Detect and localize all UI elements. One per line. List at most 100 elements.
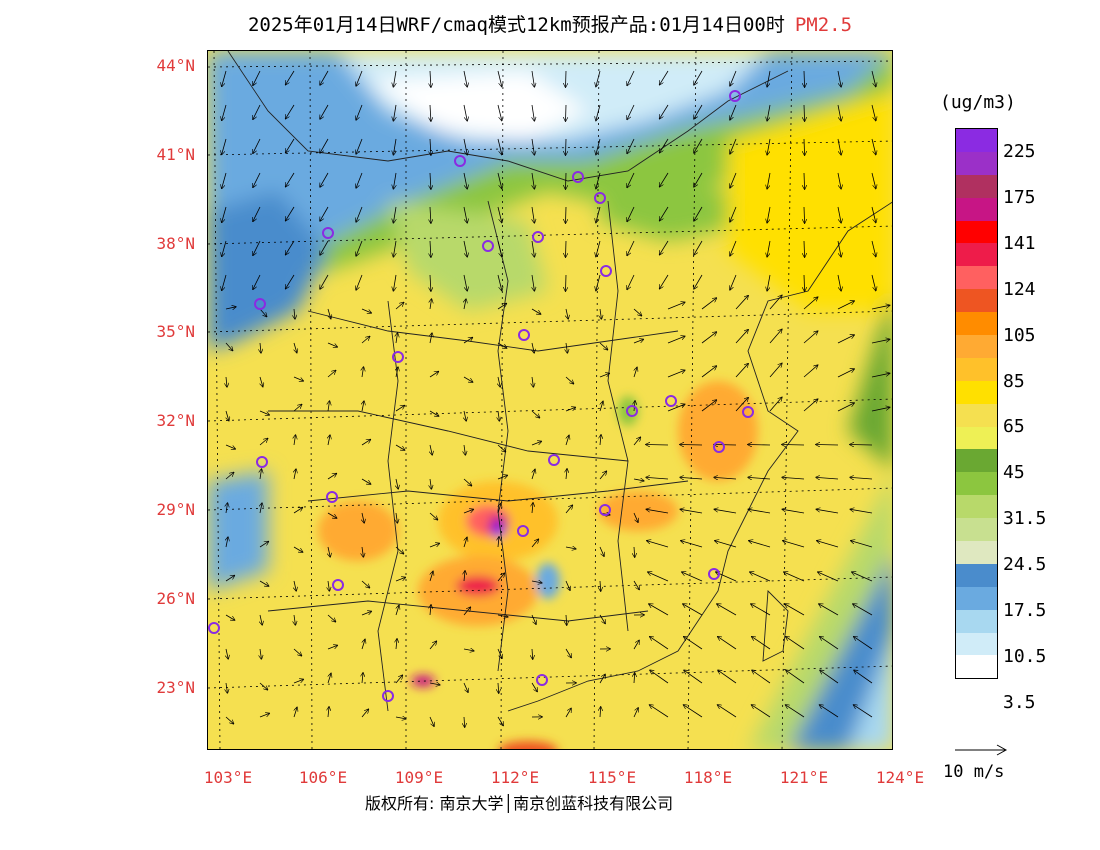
wind-arrow	[701, 332, 716, 344]
wind-arrow	[667, 336, 685, 344]
wind-arrow	[804, 104, 805, 121]
wind-arrow	[680, 445, 703, 446]
wind-arrow	[633, 580, 639, 590]
wind-arrow	[837, 240, 841, 257]
wind-arrow	[803, 331, 818, 344]
wind-arrow	[532, 470, 535, 480]
wind-arrow	[750, 572, 771, 582]
wind-arrow	[684, 705, 703, 718]
colorbar-label: 141	[1003, 233, 1036, 254]
wind-arrow	[327, 614, 336, 622]
wind-arrow	[767, 172, 771, 189]
lon-label-124: 124°E	[875, 768, 925, 787]
wind-arrow	[259, 580, 269, 586]
wind-arrow	[531, 441, 541, 446]
wind-arrow	[660, 172, 669, 187]
wind-arrow	[749, 541, 771, 548]
wind-arrow	[769, 363, 782, 378]
wind-arrow	[667, 370, 685, 378]
wind-arrow	[532, 240, 534, 257]
wind-arrow	[684, 670, 703, 684]
wind-arrow	[320, 240, 329, 255]
wind-arrow	[627, 104, 635, 119]
wind-arrow	[362, 640, 365, 650]
wind-arrow	[660, 206, 669, 221]
wind-arrow	[328, 546, 330, 557]
wind-arrow	[395, 717, 406, 719]
wind-arrow	[596, 70, 601, 87]
lat-label-35: 35°N	[156, 322, 195, 341]
wind-arrow	[837, 138, 841, 155]
wind-arrow	[694, 138, 703, 153]
wind-arrow	[328, 707, 329, 718]
wind-arrow	[769, 329, 782, 344]
wind-arrow	[294, 708, 297, 718]
lat-label-32: 32°N	[156, 411, 195, 430]
wind-arrow	[735, 330, 748, 344]
wind-arrow	[253, 172, 261, 187]
city-marker	[332, 579, 344, 591]
wind-arrow	[393, 206, 396, 223]
wind-arrow	[634, 546, 635, 557]
wind-arrow	[851, 541, 873, 548]
wind-arrow	[396, 367, 398, 378]
wind-arrow	[718, 705, 737, 718]
wind-arrow	[701, 400, 716, 412]
wind-arrow	[782, 477, 805, 479]
wind-arrow	[566, 206, 567, 223]
colorbar-swatch	[956, 449, 997, 473]
wind-arrow	[816, 509, 839, 514]
wind-arrow	[804, 138, 805, 155]
colorbar-swatch	[956, 174, 997, 198]
wind-arrow	[816, 445, 839, 446]
wind-arrow	[463, 649, 474, 651]
wind-arrow	[769, 295, 782, 310]
wind-arrow	[328, 674, 331, 684]
wind-arrow	[320, 104, 329, 119]
wind-arrow	[222, 138, 227, 154]
colorbar-swatch	[956, 426, 997, 450]
wind-arrow	[361, 580, 370, 588]
wind-arrow	[463, 376, 473, 382]
wind-arrow	[767, 240, 771, 257]
wind-arrow	[667, 302, 685, 310]
wind-arrow	[871, 172, 876, 189]
colorbar-swatch	[956, 518, 997, 542]
wind-arrow	[803, 365, 818, 378]
wind-arrow	[837, 301, 854, 310]
colorbar-swatch	[956, 129, 997, 152]
colorbar-swatch	[956, 586, 997, 610]
colorbar-swatch	[956, 541, 997, 564]
wind-arrow	[396, 478, 398, 489]
wind-arrow	[464, 571, 465, 582]
colorbar-label: 31.5	[1003, 508, 1047, 529]
wind-arrow	[497, 716, 503, 726]
wind-arrow	[751, 604, 771, 616]
wind-arrow	[226, 503, 228, 514]
wind-arrow	[730, 138, 737, 154]
wind-arrow	[361, 478, 371, 484]
city-marker	[626, 405, 638, 417]
wind-arrow	[783, 541, 805, 548]
wind-arrow	[327, 371, 336, 378]
wind-arrow	[226, 410, 229, 421]
wind-arrow	[497, 615, 508, 617]
colorbar-swatch	[956, 266, 997, 290]
wind-arrow	[871, 70, 876, 87]
wind-arrow	[650, 705, 669, 718]
wind-arrow	[320, 70, 329, 85]
wind-arrow	[532, 648, 533, 659]
wind-arrow	[646, 477, 669, 479]
wind-arrow	[684, 637, 703, 650]
wind-arrow	[531, 682, 537, 692]
wind-arrow	[596, 104, 601, 121]
wind-arrow	[225, 473, 234, 480]
wind-reference-arrow	[955, 744, 1008, 756]
wind-arrow	[463, 607, 470, 616]
city-marker	[548, 454, 560, 466]
wind-arrow	[320, 206, 329, 221]
wind-arrow	[464, 716, 465, 727]
wind-arrow	[327, 342, 337, 347]
wind-arrow	[818, 572, 839, 582]
wind-arrow	[286, 172, 295, 187]
